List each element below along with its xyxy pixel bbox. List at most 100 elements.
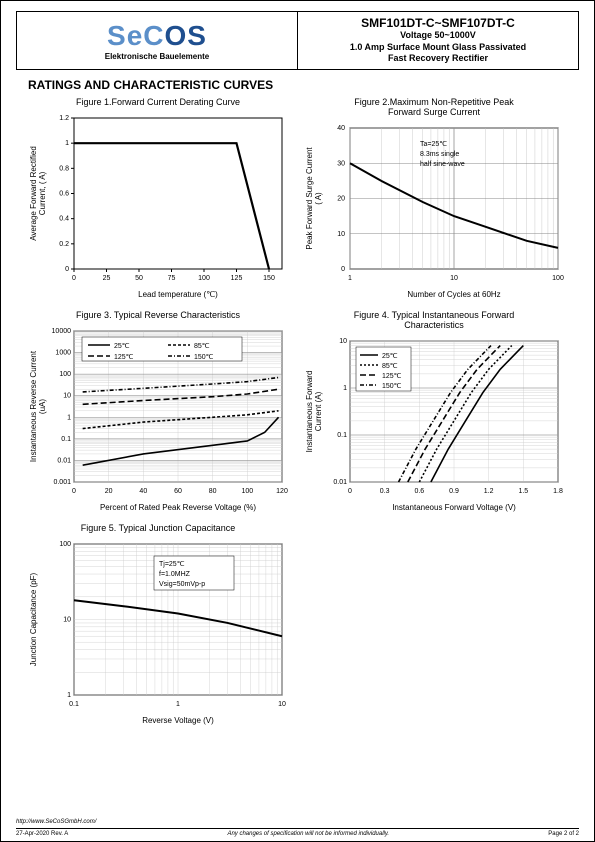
svg-text:f=1.0MHZ: f=1.0MHZ (159, 571, 191, 578)
svg-text:Forward Surge Current: Forward Surge Current (388, 107, 481, 117)
svg-text:0.6: 0.6 (59, 191, 69, 198)
svg-text:0.001: 0.001 (53, 479, 71, 486)
svg-text:1: 1 (67, 692, 71, 699)
svg-text:85℃: 85℃ (194, 343, 210, 350)
svg-text:100: 100 (241, 488, 253, 495)
header: SeCOS Elektronische Bauelemente SMF101DT… (16, 11, 579, 70)
svg-text:Figure 3. Typical Reverse Char: Figure 3. Typical Reverse Characteristic… (76, 310, 240, 320)
svg-text:0: 0 (348, 488, 352, 495)
svg-text:20: 20 (105, 488, 113, 495)
svg-text:Number of Cycles at 60Hz: Number of Cycles at 60Hz (407, 290, 500, 299)
svg-text:1.5: 1.5 (518, 488, 528, 495)
svg-text:Current, ( A): Current, ( A) (38, 171, 47, 215)
svg-text:0.01: 0.01 (333, 479, 347, 486)
svg-text:10: 10 (63, 617, 71, 624)
svg-text:10000: 10000 (52, 328, 72, 335)
svg-text:0: 0 (72, 488, 76, 495)
logo-part2: OS (165, 20, 207, 51)
logo: SeCOS (107, 20, 207, 52)
svg-text:40: 40 (337, 125, 345, 132)
svg-text:100: 100 (59, 371, 71, 378)
svg-text:Peak Forward Surge Current: Peak Forward Surge Current (305, 147, 314, 250)
svg-text:150℃: 150℃ (194, 354, 214, 361)
svg-text:Junction Capacitance (pF): Junction Capacitance (pF) (29, 573, 38, 667)
svg-text:Figure 5. Typical Junction Cap: Figure 5. Typical Junction Capacitance (81, 523, 235, 533)
page: SeCOS Elektronische Bauelemente SMF101DT… (0, 0, 595, 842)
svg-text:1.2: 1.2 (59, 115, 69, 122)
svg-text:0.1: 0.1 (69, 701, 79, 708)
svg-text:125℃: 125℃ (114, 354, 134, 361)
svg-text:150: 150 (263, 275, 275, 282)
svg-text:Vsig=50mVp-p: Vsig=50mVp-p (159, 581, 205, 588)
svg-text:20: 20 (337, 196, 345, 203)
svg-text:125℃: 125℃ (382, 373, 402, 380)
svg-text:150℃: 150℃ (382, 383, 402, 390)
svg-text:0.9: 0.9 (449, 488, 459, 495)
svg-text:( A): ( A) (314, 192, 323, 205)
svg-text:100: 100 (198, 275, 210, 282)
svg-text:1000: 1000 (55, 350, 71, 357)
svg-text:Instantaneous Forward Voltage: Instantaneous Forward Voltage (V) (392, 503, 516, 512)
svg-text:(uA): (uA) (38, 399, 47, 414)
header-logo-box: SeCOS Elektronische Bauelemente (17, 12, 298, 69)
svg-text:10: 10 (339, 338, 347, 345)
svg-text:85℃: 85℃ (382, 363, 398, 370)
product-title: SMF101DT-C~SMF107DT-C (302, 16, 574, 30)
svg-text:10: 10 (450, 275, 458, 282)
svg-text:Percent of Rated Peak Reverse: Percent of Rated Peak Reverse Voltage (%… (100, 503, 256, 512)
svg-text:8.3ms single: 8.3ms single (420, 151, 459, 158)
svg-text:30: 30 (337, 160, 345, 167)
figure-2: Figure 2.Maximum Non-Repetitive PeakForw… (300, 96, 568, 301)
svg-text:80: 80 (209, 488, 217, 495)
svg-text:Characteristics: Characteristics (404, 320, 464, 330)
svg-text:25℃: 25℃ (114, 343, 130, 350)
svg-text:0.6: 0.6 (414, 488, 424, 495)
section-title: RATINGS AND CHARACTERISTIC CURVES (28, 78, 579, 92)
svg-text:1: 1 (343, 385, 347, 392)
svg-text:10: 10 (63, 393, 71, 400)
svg-text:100: 100 (59, 541, 71, 548)
svg-text:1: 1 (65, 140, 69, 147)
svg-text:40: 40 (139, 488, 147, 495)
svg-text:Figure 2.Maximum Non-Repetitiv: Figure 2.Maximum Non-Repetitive Peak (354, 97, 514, 107)
svg-text:Figure 1.Forward Current Derat: Figure 1.Forward Current Derating Curve (76, 97, 240, 107)
header-product-box: SMF101DT-C~SMF107DT-C Voltage 50~1000V 1… (298, 12, 578, 69)
svg-text:Average Forward Rectified: Average Forward Rectified (29, 146, 38, 241)
svg-text:Instantaneous Forward: Instantaneous Forward (305, 371, 314, 453)
svg-text:100: 100 (552, 275, 564, 282)
svg-text:0: 0 (341, 266, 345, 273)
svg-text:60: 60 (174, 488, 182, 495)
svg-text:75: 75 (168, 275, 176, 282)
svg-text:25: 25 (103, 275, 111, 282)
svg-text:0.2: 0.2 (59, 241, 69, 248)
svg-text:1.8: 1.8 (553, 488, 563, 495)
footer-url: http://www.SeCoSGmbH.com/ (16, 819, 96, 825)
svg-text:0.4: 0.4 (59, 216, 69, 223)
svg-text:0.1: 0.1 (61, 436, 71, 443)
footer-page: Page 2 of 2 (548, 831, 579, 837)
svg-text:1: 1 (348, 275, 352, 282)
svg-text:1: 1 (176, 701, 180, 708)
svg-text:Tj=25℃: Tj=25℃ (159, 561, 185, 568)
svg-text:0.01: 0.01 (57, 457, 71, 464)
footer-date: 27-Apr-2020 Rev. A (16, 831, 68, 837)
product-voltage: Voltage 50~1000V (302, 30, 574, 42)
svg-text:Lead temperature (℃): Lead temperature (℃) (138, 290, 218, 299)
svg-text:125: 125 (231, 275, 243, 282)
logo-subtitle: Elektronische Bauelemente (105, 52, 209, 61)
svg-text:50: 50 (135, 275, 143, 282)
svg-text:120: 120 (276, 488, 288, 495)
svg-text:Figure 4. Typical Instantaneou: Figure 4. Typical Instantaneous Forward (354, 310, 514, 320)
figure-5: Figure 5. Typical Junction Capacitance Ju… (24, 522, 292, 727)
figure-4: Figure 4. Typical Instantaneous ForwardC… (300, 309, 568, 514)
svg-text:25℃: 25℃ (382, 353, 398, 360)
svg-text:half sine-wave: half sine-wave (420, 161, 465, 168)
svg-text:0: 0 (65, 266, 69, 273)
svg-text:Instantaneous Reverse Current: Instantaneous Reverse Current (29, 350, 38, 462)
svg-text:Reverse Voltage (V): Reverse Voltage (V) (142, 716, 214, 725)
svg-text:1: 1 (67, 414, 71, 421)
svg-text:0.1: 0.1 (337, 432, 347, 439)
svg-text:0.3: 0.3 (380, 488, 390, 495)
charts-grid: Figure 1.Forward Current Derating Curve A… (16, 96, 579, 727)
figure-1: Figure 1.Forward Current Derating Curve A… (24, 96, 292, 301)
